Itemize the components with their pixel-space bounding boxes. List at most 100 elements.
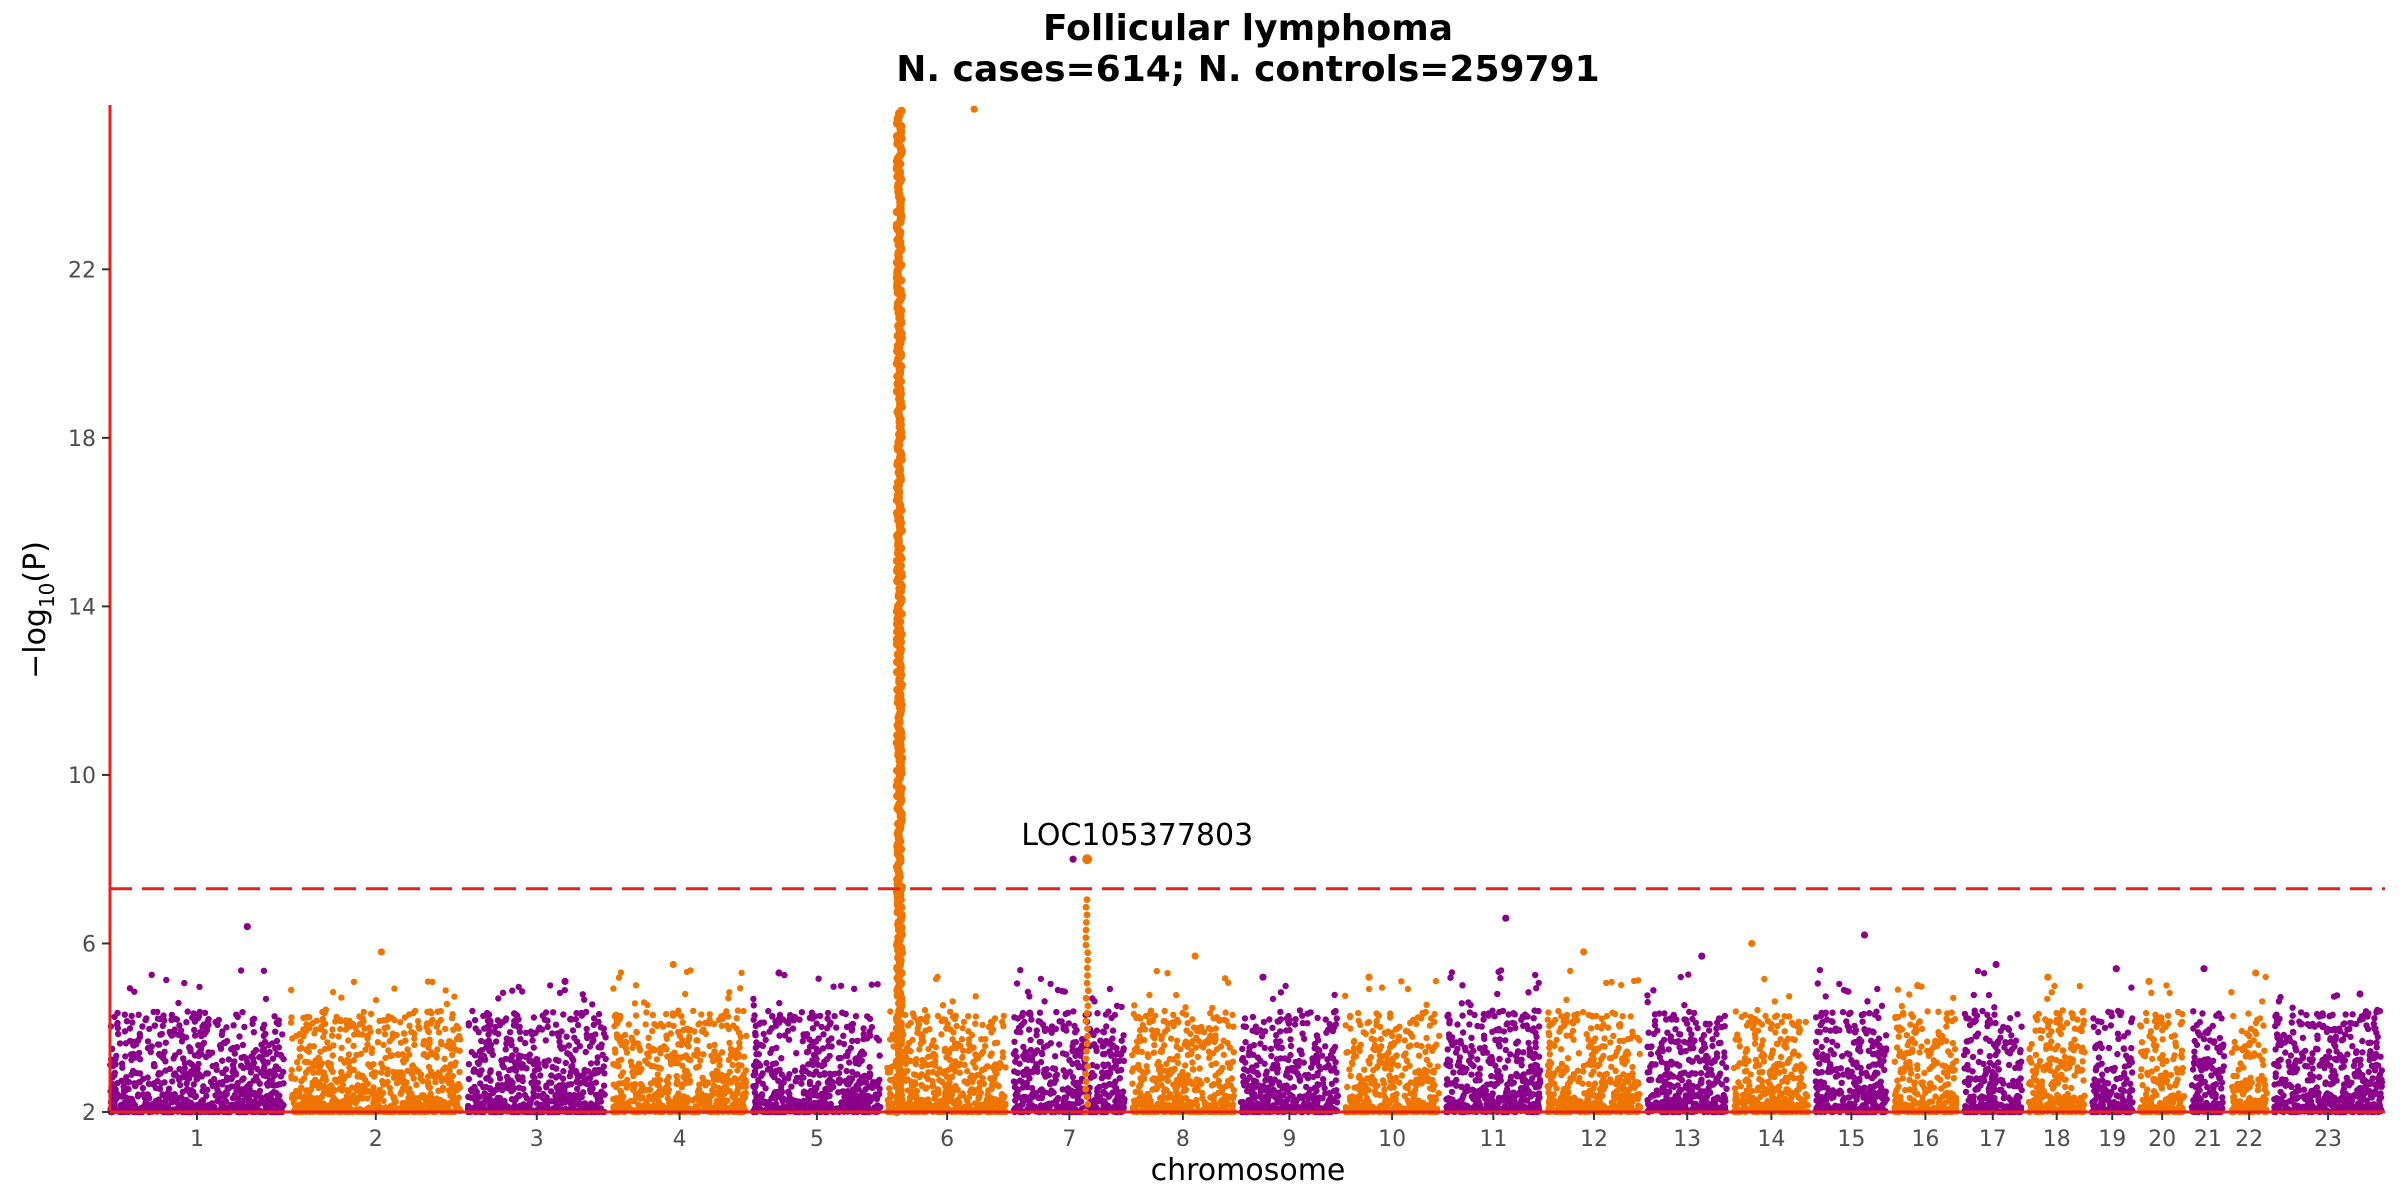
- snp-point: [776, 1032, 783, 1039]
- snp-point: [710, 1073, 717, 1080]
- snp-point: [657, 1045, 664, 1052]
- snp-point: [237, 1100, 244, 1108]
- snp-point: [905, 1039, 913, 1047]
- snp-point: [472, 1025, 479, 1032]
- snp-point: [233, 1081, 241, 1089]
- snp-point: [249, 1020, 256, 1027]
- snp-point: [1031, 1050, 1039, 1057]
- snp-point: [964, 1067, 971, 1075]
- snp-point: [236, 1033, 243, 1040]
- snp-point: [542, 1037, 549, 1044]
- snp-point: [685, 1055, 692, 1063]
- snp-point: [477, 1054, 484, 1061]
- snp-point: [356, 1013, 363, 1020]
- snp-point: [495, 995, 502, 1002]
- snp-point: [762, 1085, 769, 1092]
- snp-point: [992, 1098, 1000, 1105]
- snp-point: [297, 1038, 304, 1045]
- snp-point: [266, 1070, 274, 1077]
- snp-point: [752, 1031, 759, 1039]
- snp-point: [427, 1090, 434, 1097]
- snp-point: [370, 1084, 377, 1091]
- snp-point: [454, 1082, 461, 1090]
- chromosome-peak-point: [1191, 952, 1199, 960]
- snp-point: [1016, 1077, 1024, 1084]
- snp-point: [522, 1029, 530, 1037]
- snp-point: [240, 1064, 247, 1072]
- snp-point: [560, 1011, 567, 1018]
- chromosome-4-points: [609, 960, 750, 1116]
- snp-point: [639, 1083, 646, 1090]
- snp-point: [738, 969, 745, 977]
- snp-point: [411, 1041, 418, 1049]
- snp-point: [673, 1072, 680, 1080]
- snp-point: [823, 1025, 831, 1032]
- snp-point: [836, 1076, 843, 1083]
- data-points: [107, 105, 2386, 1117]
- snp-point: [136, 1056, 144, 1063]
- snp-point: [312, 1026, 320, 1033]
- snp-point: [572, 1046, 579, 1054]
- snp-point: [353, 1087, 361, 1094]
- snp-point: [118, 1077, 125, 1085]
- snp-point: [558, 1099, 566, 1107]
- snp-point: [151, 1022, 159, 1029]
- snp-point: [718, 1049, 726, 1056]
- snp-point: [152, 1084, 160, 1092]
- snp-point: [1203, 1076, 1211, 1084]
- snp-point: [970, 1058, 977, 1066]
- snp-point: [585, 1074, 593, 1082]
- snp-point: [979, 1075, 986, 1082]
- snp-point: [1189, 1016, 1196, 1023]
- snp-point: [798, 1009, 806, 1016]
- snp-point: [134, 1037, 142, 1044]
- snp-point: [439, 1084, 447, 1091]
- snp-point: [930, 1089, 938, 1096]
- snp-point: [1153, 967, 1161, 975]
- snp-point: [122, 1053, 129, 1060]
- snp-point: [429, 1095, 436, 1102]
- snp-point: [1179, 1009, 1186, 1017]
- snp-point: [733, 1101, 740, 1108]
- snp-point: [560, 1090, 567, 1097]
- snp-point: [826, 1070, 833, 1077]
- snp-point: [530, 1014, 538, 1021]
- snp-point: [354, 1094, 361, 1102]
- snp-point: [199, 1041, 206, 1049]
- snp-point: [131, 988, 138, 995]
- snp-point: [750, 1002, 757, 1009]
- snp-point: [229, 1101, 236, 1109]
- snp-point: [269, 1081, 276, 1089]
- snp-point: [317, 1026, 325, 1033]
- snp-point: [559, 1075, 567, 1082]
- snp-point: [556, 989, 564, 997]
- snp-point: [876, 1085, 883, 1093]
- snp-point: [965, 1028, 972, 1035]
- snp-point: [938, 1078, 946, 1086]
- snp-point: [225, 1056, 232, 1063]
- snp-point: [972, 1020, 979, 1027]
- snp-point: [876, 1052, 883, 1059]
- snp-point: [762, 1036, 769, 1044]
- snp-point: [1273, 1032, 1280, 1039]
- snp-point: [487, 1068, 494, 1076]
- snp-point: [260, 967, 268, 974]
- snp-point: [261, 1038, 269, 1046]
- snp-point: [271, 1013, 278, 1020]
- snp-point: [711, 1049, 718, 1057]
- snp-point: [240, 1075, 247, 1082]
- snp-point: [726, 1039, 733, 1047]
- snp-point: [304, 1022, 311, 1029]
- snp-point: [796, 1016, 803, 1023]
- snp-point: [972, 1013, 980, 1020]
- snp-point: [851, 985, 858, 992]
- snp-point: [179, 1099, 187, 1107]
- snp-point: [560, 1044, 568, 1051]
- snp-point: [1157, 1048, 1165, 1055]
- snp-point: [1224, 1060, 1232, 1067]
- snp-point: [831, 1012, 838, 1020]
- snp-point: [352, 1099, 359, 1107]
- snp-point: [1219, 1086, 1226, 1093]
- snp-point: [690, 1007, 697, 1015]
- snp-point: [1064, 1009, 1072, 1016]
